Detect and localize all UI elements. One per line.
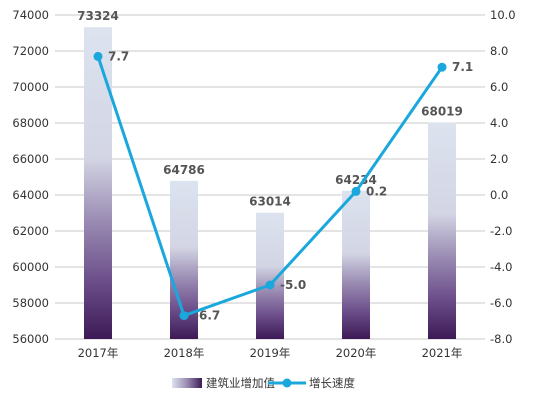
bar-value-label: 68019 [421,105,463,119]
left-tick-label: 60000 [12,260,49,274]
legend: 建筑业增加值 增长速度 [172,376,355,390]
right-tick-label: -8.0 [490,332,512,346]
right-tick-label: 4.0 [490,116,508,130]
bar-series [84,27,456,340]
category-label: 2018年 [164,346,205,360]
left-axis-ticks: 56000 58000 60000 62000 64000 66000 68000 70000… [12,8,49,346]
line-point [93,51,103,61]
bar-value-label: 63014 [249,195,291,209]
category-label: 2019年 [250,346,291,360]
left-tick-label: 74000 [12,8,49,22]
line-value-label: 0.2 [366,184,387,198]
bar [428,122,456,340]
legend-label-line: 增长速度 [309,376,355,390]
line-point [265,280,275,290]
left-tick-label: 70000 [12,80,49,94]
right-tick-label: -2.0 [490,224,512,238]
left-tick-label: 72000 [12,44,49,58]
left-tick-label: 56000 [12,332,49,346]
right-tick-label: -4.0 [490,260,512,274]
category-label: 2017年 [78,346,119,360]
line-value-label: -5.0 [280,278,306,292]
left-tick-label: 62000 [12,224,49,238]
bar-value-label: 64786 [163,163,205,177]
x-axis-categories: 2017年 2018年 2019年 2020年 2021年 [78,346,463,360]
line-series [93,51,447,321]
left-tick-label: 58000 [12,296,49,310]
line-value-label: 7.1 [452,60,473,74]
left-tick-label: 68000 [12,116,49,130]
line-point [179,311,189,321]
line-value-label: -6.7 [194,309,220,323]
line-point [351,186,361,196]
bar [84,27,112,339]
right-tick-label: 0.0 [490,188,508,202]
line-value-label: 7.7 [108,49,129,63]
legend-label-bar: 建筑业增加值 [206,376,275,390]
line-value-labels: 7.7 -6.7 -5.0 0.2 7.1 [108,49,473,322]
right-axis-ticks: -8.0 -6.0 -4.0 -2.0 0.0 2.0 4.0 6.0 8.0 10.0 [490,8,516,346]
bar [342,190,370,339]
right-tick-label: 6.0 [490,80,508,94]
right-tick-label: 8.0 [490,44,508,58]
category-label: 2021年 [422,346,463,360]
category-label: 2020年 [336,346,377,360]
line-point [437,62,447,72]
gridlines [55,14,485,340]
right-tick-label: -6.0 [490,296,512,310]
left-tick-label: 66000 [12,152,49,166]
bar-value-label: 73324 [77,9,119,23]
right-tick-label: 10.0 [490,8,516,22]
left-tick-label: 64000 [12,188,49,202]
right-tick-label: 2.0 [490,152,508,166]
legend-swatch-bar [172,378,202,388]
legend-swatch-marker [282,378,292,388]
